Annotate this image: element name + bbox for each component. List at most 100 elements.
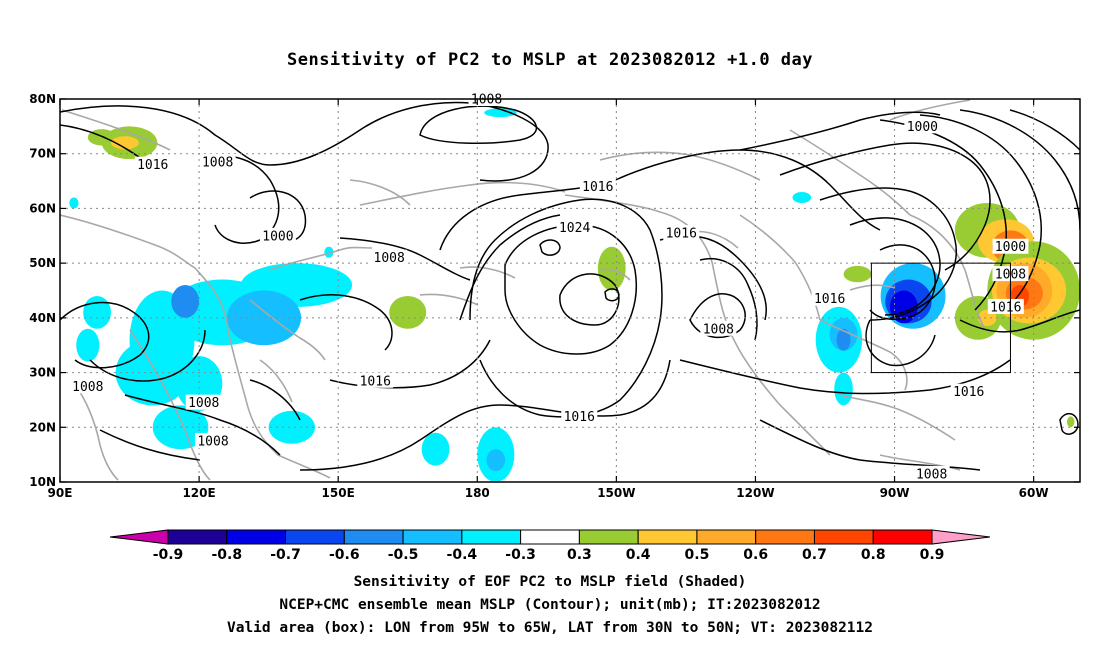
contour-label: 1016 [582, 180, 613, 195]
colorbar-segment [285, 529, 345, 545]
colorbar-segment [637, 529, 698, 545]
shaded-region [597, 246, 626, 291]
lat-lon-gridlines [60, 99, 1080, 482]
colorbar-label: -0.6 [329, 547, 360, 563]
shaded-region [324, 246, 334, 258]
colorbar-label: 0.9 [920, 547, 945, 563]
lat-tick-label: 50N [29, 256, 56, 270]
contour-label: 1008 [188, 396, 219, 411]
contour-label-bg [811, 290, 848, 306]
shaded-region [76, 328, 100, 362]
contour-label: 1008 [72, 380, 103, 395]
contour-label-bg [904, 118, 941, 134]
coastlines [60, 99, 986, 481]
colorbar-label: -0.4 [447, 547, 478, 563]
shaded-region [484, 108, 517, 118]
contour-label: 1016 [953, 385, 984, 400]
colorbar-label: -0.7 [270, 547, 301, 563]
shaded-region [889, 290, 918, 324]
colorbar-min-triangle [109, 529, 169, 545]
contour-label: 1016 [990, 300, 1021, 315]
colorbar-segment [402, 529, 463, 545]
sensitivity-shading [69, 108, 1080, 482]
caption-valid-area: Valid area (box): LON from 95W to 65W, L… [226, 620, 873, 636]
colorbar: -0.9 -0.8 -0.7 -0.6 -0.5 -0.4 -0.3 0.3 0.4 0.5 0.6… [109, 529, 991, 563]
colorbar-label: -0.3 [505, 547, 536, 563]
contour-label-bg [987, 298, 1024, 314]
shaded-region [836, 328, 851, 351]
colorbar-segment [226, 529, 287, 545]
shaded-region [111, 136, 139, 150]
lon-tick-label: 90W [880, 486, 910, 500]
contour-label-bg [913, 465, 950, 481]
shaded-region [843, 265, 872, 283]
lat-tick-label: 80N [29, 92, 56, 106]
colorbar-segment [578, 529, 639, 545]
colorbar-segment [813, 529, 874, 545]
shaded-region [268, 410, 315, 444]
caption-contour: NCEP+CMC ensemble mean MSLP (Contour); u… [279, 597, 821, 613]
lon-tick-label: 60W [1019, 486, 1049, 500]
contour-label: 1000 [907, 120, 938, 135]
contour-label-bg [357, 372, 394, 388]
colorbar-max-triangle [931, 529, 991, 545]
colorbar-segment [696, 529, 757, 545]
lon-tick-label: 150W [597, 486, 635, 500]
contour-label: 1008 [374, 251, 405, 266]
colorbar-label: 0.4 [626, 547, 651, 563]
contour-label-bg [663, 225, 700, 241]
shaded-region [83, 295, 112, 329]
colorbar-label: -0.5 [388, 547, 419, 563]
contour-label-bg [185, 394, 222, 410]
shaded-region [792, 192, 812, 203]
lon-tick-label: 150E [322, 486, 355, 500]
colorbar-label: -0.9 [153, 547, 184, 563]
contour-label: 1000 [262, 229, 293, 244]
contour-label: 1008 [197, 434, 228, 449]
lat-tick-label: 60N [29, 201, 56, 215]
shaded-region [389, 295, 427, 329]
colorbar-segment [520, 529, 580, 545]
contour-label: 1016 [814, 292, 845, 307]
caption-shading: Sensitivity of EOF PC2 to MSLP field (Sh… [353, 574, 747, 590]
lon-tick-label: 120W [736, 486, 774, 500]
shaded-region [171, 285, 200, 318]
lat-tick-label: 10N [29, 475, 56, 489]
lon-tick-label: 120E [182, 486, 215, 500]
lat-tick-label: 30N [29, 366, 56, 380]
page-title: Sensitivity of PC2 to MSLP at 2023082012… [286, 50, 813, 70]
colorbar-label: 0.5 [685, 547, 710, 563]
contour-label: 1008 [703, 322, 734, 337]
contour-label-bg [561, 408, 598, 424]
shaded-region [421, 432, 450, 466]
colorbar-segment [755, 529, 815, 545]
lon-tick-label: 180 [465, 486, 490, 500]
contour-label: 1016 [360, 374, 391, 389]
contour-label-bg [195, 432, 231, 448]
shaded-region [69, 197, 79, 209]
sensitivity-map: 1008 1016 1008 1000 1008 1016 1024 1016 1000 1000… [29, 91, 1081, 563]
colorbar-segment [461, 529, 522, 545]
lat-tick-label: 40N [29, 311, 56, 325]
contour-label: 1016 [137, 158, 168, 173]
map-frame [59, 98, 1081, 483]
contour-label: 1024 [559, 221, 590, 236]
lon-tick-label: 90E [48, 486, 73, 500]
shaded-region [486, 449, 506, 472]
shaded-region [115, 339, 190, 406]
colorbar-label: 0.6 [743, 547, 768, 563]
contour-label: 1000 [995, 240, 1026, 255]
colorbar-segment [343, 529, 404, 545]
contour-label-bg [556, 219, 593, 235]
colorbar-label: 0.7 [802, 547, 827, 563]
contour-label: 1008 [916, 467, 947, 482]
contour-label-bg [992, 238, 1029, 254]
contour-label-bg [579, 178, 616, 194]
lat-tick-label: 20N [29, 420, 56, 434]
contour-label: 1016 [666, 227, 697, 242]
contour-label-bg [950, 383, 987, 399]
shaded-region [834, 372, 853, 406]
contour-label-bg [199, 153, 236, 169]
contour-label-bg [371, 249, 408, 265]
